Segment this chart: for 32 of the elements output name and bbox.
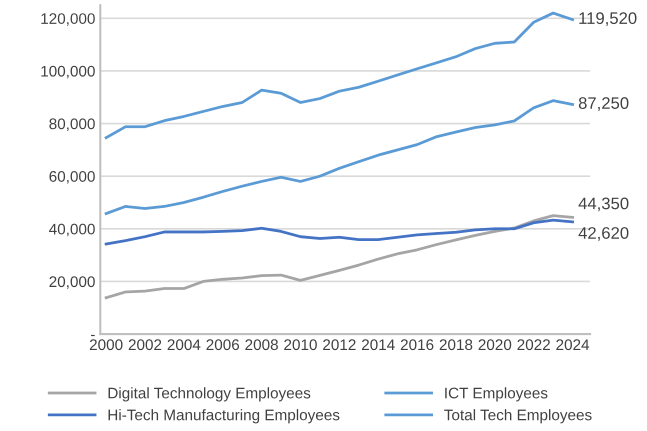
data-label: 42,620 <box>578 227 628 241</box>
x-tick-label: 2014 <box>362 339 395 350</box>
legend-label: Digital Technology Employees <box>108 387 310 402</box>
x-tick-label: 2012 <box>323 339 356 350</box>
legend-label: Hi-Tech Manufacturing Employees <box>108 409 340 424</box>
legend-label: ICT Employees <box>445 387 548 402</box>
y-tick-label: 100,000 <box>41 66 95 78</box>
line-series <box>104 214 574 300</box>
line-series <box>104 99 574 215</box>
data-label: 87,250 <box>578 97 628 111</box>
x-tick-label: 2000 <box>90 339 123 350</box>
line-series <box>104 12 574 140</box>
x-tick-label: 2022 <box>517 339 550 350</box>
x-tick-label: 2004 <box>168 339 200 350</box>
x-tick-label: 2008 <box>245 339 278 350</box>
x-tick-label: 2006 <box>206 339 240 350</box>
y-tick-label: 80,000 <box>49 118 95 132</box>
x-tick-label: 2002 <box>128 339 162 350</box>
y-tick-label: 60,000 <box>49 171 95 184</box>
y-tick-label: 20,000 <box>49 276 95 289</box>
x-tick-label: 2018 <box>440 339 472 350</box>
y-tick-label: 120,000 <box>41 13 95 26</box>
x-tick-label: 2016 <box>400 339 434 350</box>
y-tick-label: 40,000 <box>49 224 95 236</box>
line-series <box>104 218 574 246</box>
x-tick-label: 2020 <box>478 339 512 350</box>
data-label: 119,520 <box>579 12 636 26</box>
x-tick-label: 2010 <box>284 339 317 350</box>
y-tick-label: - <box>91 334 95 336</box>
x-tick-label: 2024 <box>556 339 590 350</box>
legend-label: Total Tech Employees <box>444 409 592 424</box>
data-label: 44,350 <box>578 198 628 212</box>
